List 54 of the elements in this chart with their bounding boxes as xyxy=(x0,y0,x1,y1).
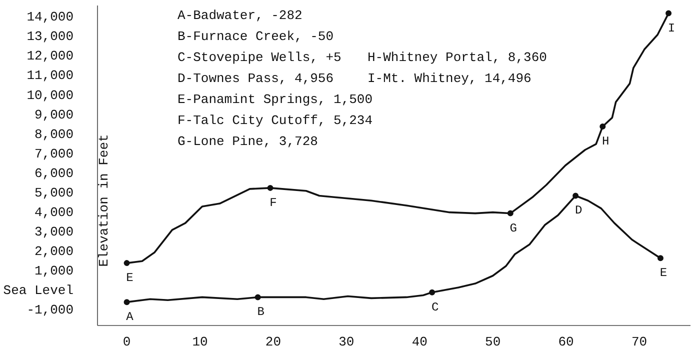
y-tick-label: 6,000 xyxy=(34,166,74,181)
x-tick-label: 0 xyxy=(122,334,131,350)
annotation: E-Panamint Springs, 1,500 xyxy=(178,92,373,107)
y-tick-label: Sea Level xyxy=(3,282,74,298)
point xyxy=(254,294,261,300)
annotation: C xyxy=(431,300,439,314)
annotation: I-Mt. Whitney, 14,496 xyxy=(368,71,532,86)
x-tick-label: 50 xyxy=(485,334,501,350)
point xyxy=(666,10,672,16)
point xyxy=(267,184,274,191)
y-tick-label: 9,000 xyxy=(34,107,74,122)
point xyxy=(572,192,579,199)
x-tick-label: 30 xyxy=(338,334,354,350)
point xyxy=(124,299,130,306)
annotation: C-Stovepipe Wells, +5 xyxy=(178,50,342,65)
y-tick-label: 3,000 xyxy=(34,224,74,240)
annotation: D-Townes Pass, 4,956 xyxy=(178,71,334,86)
annotation: A-Badwater, -282 xyxy=(178,8,302,23)
point xyxy=(600,123,606,130)
annotation: B-Furnace Creek, -50 xyxy=(178,29,334,44)
y-tick-label: -1,000 xyxy=(26,302,74,318)
y-tick-label: 14,000 xyxy=(26,10,74,25)
y-tick-label: 4,000 xyxy=(34,204,74,220)
y-tick-label: 12,000 xyxy=(26,48,74,64)
annotation: E xyxy=(126,271,134,286)
point xyxy=(657,255,664,262)
y-tick-label: 2,000 xyxy=(34,244,74,259)
x-tick-label: 40 xyxy=(412,334,428,350)
annotation: D xyxy=(574,204,582,218)
y-tick-label: 1,000 xyxy=(34,263,74,278)
annotation: B xyxy=(257,305,264,320)
annotation: I xyxy=(668,21,676,36)
x-tick-label: 10 xyxy=(192,334,208,350)
y-axis-title: Elevation in Feet xyxy=(96,134,112,267)
annotation: F xyxy=(270,196,277,210)
annotation: H xyxy=(602,134,610,148)
y-tick-label: 5,000 xyxy=(34,185,74,200)
y-tick-label: 13,000 xyxy=(26,29,74,44)
y-tick-label: 11,000 xyxy=(26,68,74,84)
x-tick-label: 70 xyxy=(631,334,648,350)
annotation: A xyxy=(126,310,134,324)
y-tick-label: 7,000 xyxy=(34,146,74,162)
x-tick-label: 60 xyxy=(558,334,574,350)
annotation: G-Lone Pine, 3,728 xyxy=(178,134,318,149)
point xyxy=(429,289,436,296)
annotation: F-Talc City Cutoff, 5,234 xyxy=(178,113,373,128)
annotation: H-Whitney Portal, 8,360 xyxy=(368,50,547,65)
y-tick-label: 10,000 xyxy=(26,88,74,103)
point xyxy=(507,210,514,216)
annotation: G xyxy=(510,221,518,236)
y-tick-label: 8,000 xyxy=(34,126,74,142)
point xyxy=(124,260,130,266)
annotation: E xyxy=(660,266,668,280)
x-tick-label: 20 xyxy=(265,334,282,350)
